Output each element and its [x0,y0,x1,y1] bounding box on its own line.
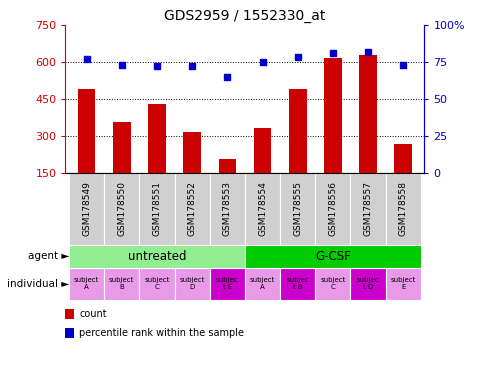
Bar [77,89,95,173]
Point [188,63,196,70]
Text: GSM178555: GSM178555 [293,181,302,236]
Text: subject
A: subject A [74,277,99,290]
Bar [174,268,209,300]
Bar [350,268,385,300]
Bar [139,268,174,300]
Bar [69,268,104,300]
Bar [218,159,236,173]
Text: GSM178558: GSM178558 [398,181,407,236]
Bar [69,245,244,268]
Text: subject
E: subject E [390,277,415,290]
Point [118,62,125,68]
Text: subjec
t E: subjec t E [215,277,238,290]
Point [328,50,336,56]
Point [83,56,91,62]
Bar [280,173,315,245]
Text: individual ►: individual ► [7,279,69,289]
Bar [280,268,315,300]
Point [293,55,301,61]
Bar [244,173,280,245]
Bar [69,173,104,245]
Bar [288,89,306,173]
Text: GSM178551: GSM178551 [152,181,161,236]
Bar [359,55,376,173]
Title: GDS2959 / 1552330_at: GDS2959 / 1552330_at [164,8,325,23]
Bar [244,245,420,268]
Bar [113,122,130,173]
Text: G-CSF: G-CSF [315,250,350,263]
Text: percentile rank within the sample: percentile rank within the sample [79,328,243,338]
Text: GSM178550: GSM178550 [117,181,126,236]
Bar [148,104,166,173]
Text: subject
B: subject B [109,277,134,290]
Bar [104,268,139,300]
Bar [315,173,350,245]
Text: subject
D: subject D [179,277,204,290]
Bar [393,144,411,173]
Bar [209,268,244,300]
Point [258,59,266,65]
Text: GSM178553: GSM178553 [222,181,231,236]
Text: subject
C: subject C [144,277,169,290]
Text: GSM178552: GSM178552 [187,181,196,236]
Point [398,62,406,68]
Text: agent ►: agent ► [28,251,69,261]
Text: GSM178549: GSM178549 [82,181,91,236]
Bar [323,58,341,173]
Text: GSM178554: GSM178554 [257,181,267,236]
Text: subjec
t D: subjec t D [356,277,378,290]
Bar [104,173,139,245]
Text: count: count [79,309,106,319]
Text: GSM178556: GSM178556 [328,181,337,236]
Text: subject
C: subject C [319,277,345,290]
Text: subject
A: subject A [249,277,274,290]
Point [153,63,161,70]
Text: untreated: untreated [127,250,186,263]
Bar [174,173,209,245]
Bar [253,128,271,173]
Bar [385,268,420,300]
Bar [350,173,385,245]
Bar [209,173,244,245]
Bar [315,268,350,300]
Point [363,48,371,55]
Bar [244,268,280,300]
Point [223,74,231,80]
Text: GSM178557: GSM178557 [363,181,372,236]
Bar [385,173,420,245]
Text: subjec
t B: subjec t B [286,277,308,290]
Bar [183,132,200,173]
Bar [139,173,174,245]
